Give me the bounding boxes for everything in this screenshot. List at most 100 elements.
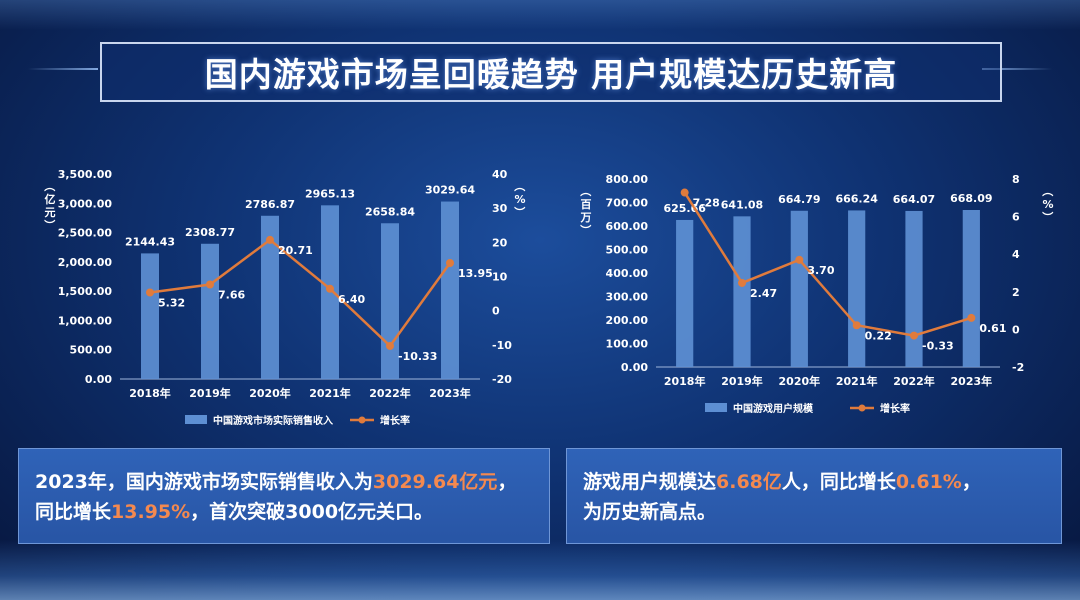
y2-tick-label: 4 <box>1012 248 1020 261</box>
legend-line-label: 增长率 <box>880 402 910 415</box>
x-tick-label: 2019年 <box>721 374 763 388</box>
growth-point <box>326 284 334 293</box>
x-tick-label: 2020年 <box>779 374 821 388</box>
bar <box>733 216 751 367</box>
svg-text:）: ） <box>579 225 592 236</box>
y-tick-label: 500.00 <box>606 244 649 257</box>
svg-text:%: % <box>514 193 525 206</box>
svg-text:（: （ <box>1041 186 1054 197</box>
y-tick-label: 1,000.00 <box>58 314 113 327</box>
y2-tick-label: -10 <box>492 339 512 352</box>
legend-line-label: 增长率 <box>380 414 410 427</box>
growth-value-label: 0.22 <box>865 329 892 342</box>
x-tick-label: 2023年 <box>951 374 993 388</box>
x-tick-label: 2021年 <box>836 374 878 388</box>
y-tick-label: 500.00 <box>70 344 113 357</box>
summary-highlight-growth: 13.95% <box>111 501 191 523</box>
svg-text:元: 元 <box>45 206 56 219</box>
growth-point <box>852 321 861 330</box>
y2-tick-label: 40 <box>492 168 508 181</box>
y-tick-label: 300.00 <box>606 291 649 304</box>
growth-value-label: 5.32 <box>158 296 185 309</box>
bar <box>261 215 279 379</box>
growth-point <box>446 259 454 268</box>
bar-value-label: 664.79 <box>778 193 820 206</box>
y-tick-label: 600.00 <box>606 220 649 233</box>
x-tick-label: 2018年 <box>129 386 171 400</box>
top-glow <box>0 0 1080 30</box>
y2-tick-label: 0 <box>492 305 500 318</box>
summary-text: 人，同比增长 <box>781 471 896 493</box>
legend-bar-swatch <box>185 415 207 424</box>
legend-bar-label: 中国游戏市场实际销售收入 <box>213 414 333 427</box>
growth-value-label: -0.33 <box>922 340 954 353</box>
growth-line <box>683 191 972 337</box>
x-tick-label: 2023年 <box>429 386 471 400</box>
y2-tick-label: 0 <box>1012 323 1020 336</box>
bar-value-label: 2965.13 <box>305 187 355 200</box>
y-axis-title: （亿元） <box>43 181 56 231</box>
bar-value-label: 2144.43 <box>125 235 175 248</box>
growth-value-label: 7.66 <box>218 288 245 301</box>
y-tick-label: 0.00 <box>621 361 648 374</box>
y-tick-label: 1,500.00 <box>58 285 113 298</box>
growth-point <box>206 280 214 289</box>
y-tick-label: 2,000.00 <box>58 256 113 269</box>
x-tick-label: 2022年 <box>369 386 411 400</box>
bar-value-label: 641.08 <box>721 198 763 211</box>
growth-value-label: 20.71 <box>278 244 313 257</box>
svg-text:）: ） <box>43 220 56 231</box>
summary-text: ， <box>497 471 517 493</box>
summary-box-revenue: 2023年，国内游戏市场实际销售收入为3029.64亿元， 同比增长13.95%… <box>18 448 550 544</box>
bar-value-label: 2786.87 <box>245 198 295 211</box>
growth-value-label: 13.95 <box>458 267 493 280</box>
y2-tick-label: -20 <box>492 373 512 386</box>
legend-line-marker <box>358 416 366 424</box>
y-tick-label: 100.00 <box>606 338 649 351</box>
growth-point <box>680 188 689 197</box>
growth-point <box>967 313 976 322</box>
bar <box>441 201 459 379</box>
title-decoration-left <box>28 68 98 70</box>
growth-line <box>149 238 452 348</box>
summary-highlight-growth: 0.61% <box>895 471 962 493</box>
bottom-wave-decoration <box>0 540 1080 600</box>
y2-tick-label: 6 <box>1012 211 1020 224</box>
page-title: 国内游戏市场呈回暖趋势 用户规模达历史新高 <box>204 55 898 94</box>
legend-bar-label: 中国游戏用户规模 <box>733 402 814 415</box>
y-tick-label: 3,000.00 <box>58 197 113 210</box>
legend-line-marker <box>858 404 866 412</box>
growth-value-label: 2.47 <box>750 287 777 300</box>
growth-point <box>386 341 394 350</box>
svg-text:（: （ <box>513 181 526 192</box>
growth-value-label: 7.28 <box>693 197 720 210</box>
growth-point <box>795 255 804 264</box>
x-tick-label: 2019年 <box>189 386 231 400</box>
y-tick-label: 700.00 <box>606 197 649 210</box>
x-tick-label: 2020年 <box>249 386 291 400</box>
summary-text: 为历史新高点。 <box>583 501 717 523</box>
growth-value-label: 0.61 <box>979 322 1006 335</box>
bar <box>962 209 980 367</box>
svg-text:）: ） <box>513 207 526 218</box>
summary-text: ，首次突破3000亿元关口。 <box>190 501 434 523</box>
title-box: 国内游戏市场呈回暖趋势 用户规模达历史新高 <box>100 42 1002 102</box>
growth-point <box>738 278 746 287</box>
growth-point <box>910 331 918 340</box>
users-chart: 0.00 100.00 200.00 300.00 400.00 500.00 600.00… <box>579 173 1054 415</box>
bar-value-label: 666.24 <box>835 192 878 205</box>
bar-value-label: 2658.84 <box>365 205 415 218</box>
revenue-chart: 0.00 500.00 1,000.00 1,500.00 2,000.00 2,500.… <box>43 168 526 427</box>
summary-text: 游戏用户规模达 <box>583 471 717 493</box>
bar-value-label: 664.07 <box>893 193 935 206</box>
y-tick-label: 2,500.00 <box>58 227 113 240</box>
x-tick-label: 2018年 <box>664 374 706 388</box>
summary-text: 2023年，国内游戏市场实际销售收入为 <box>35 471 373 493</box>
growth-point <box>146 288 154 297</box>
y-tick-label: 0.00 <box>85 373 112 386</box>
bar <box>848 210 866 367</box>
growth-point <box>266 235 274 244</box>
svg-text:亿: 亿 <box>45 192 56 206</box>
svg-text:百: 百 <box>581 198 592 211</box>
y-tick-label: 400.00 <box>606 267 649 280</box>
